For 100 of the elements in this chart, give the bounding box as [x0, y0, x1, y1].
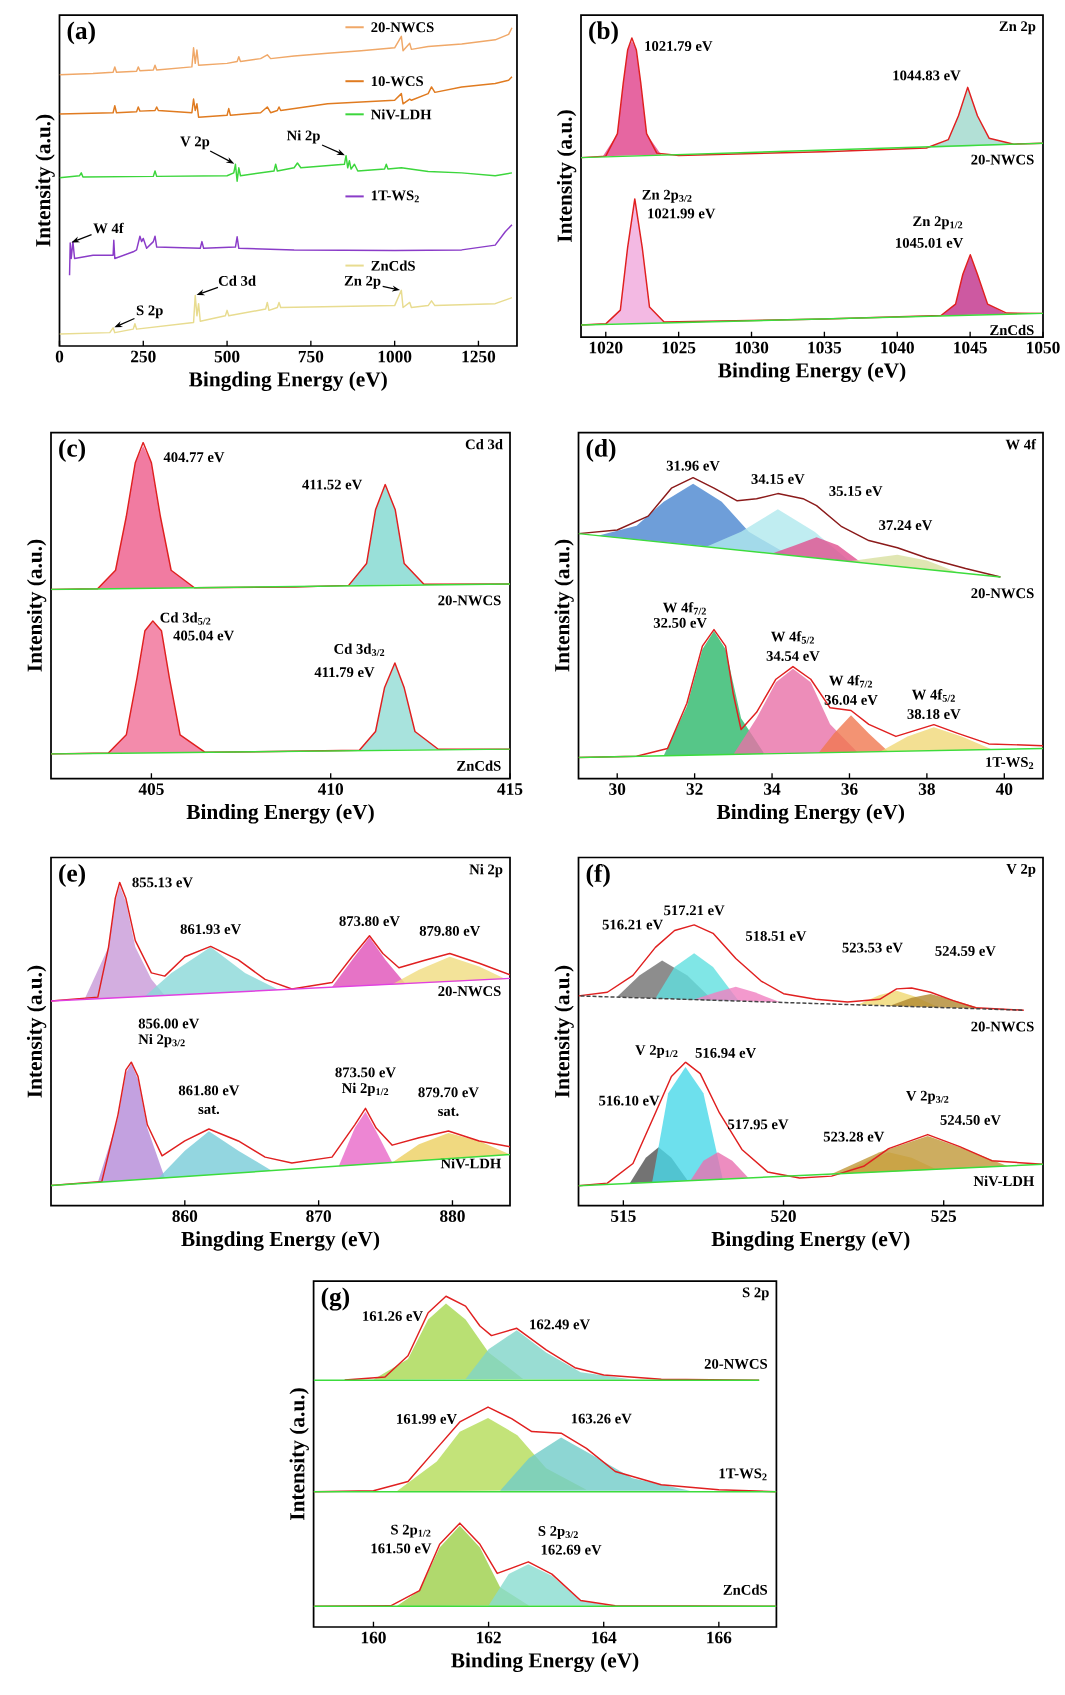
- annotation: 873.80 eV: [339, 916, 400, 927]
- annotation: Ni 2p: [287, 130, 320, 144]
- annotation: 36.04 eV: [824, 694, 878, 705]
- y-axis-title: Intensity (a.u.): [554, 539, 574, 672]
- series-label: 20-NWCS: [971, 154, 1034, 165]
- annotation: sat.: [438, 1107, 459, 1117]
- annotation: 31.96 eV: [666, 460, 720, 471]
- chart-title: (g): [321, 1287, 350, 1311]
- x-tick-label: 1035: [808, 341, 842, 354]
- x-tick-label: 1000: [378, 350, 412, 363]
- annotation: 879.80 eV: [419, 925, 481, 936]
- annotation: V 2p$_{1/2}$: [635, 1045, 678, 1058]
- text: W 4f: [1005, 438, 1037, 450]
- series-label: 1T-WS$_{2}$: [986, 757, 1034, 769]
- chart-title: (e): [59, 863, 86, 887]
- annotation: 34.54 eV: [766, 651, 820, 661]
- x-tick-label: 405: [138, 783, 164, 795]
- annotation: Cd 3d: [218, 275, 256, 286]
- x-tick-label: 1020: [589, 341, 623, 354]
- x-tick-label: 36: [841, 783, 858, 795]
- series-label: 1T-WS$_{2}$: [719, 1468, 767, 1481]
- annotation: 161.50 eV: [371, 1543, 432, 1554]
- x-tick-label: 40: [995, 783, 1013, 795]
- x-tick-label: 525: [931, 1210, 957, 1222]
- annotation: 411.79 eV: [314, 667, 375, 678]
- series-label: NiV-LDH: [973, 1175, 1035, 1187]
- series-label: 20-NWCS: [438, 595, 501, 606]
- x-tick-label: 860: [172, 1210, 198, 1222]
- annotation: 161.26 eV: [363, 1311, 423, 1322]
- y-axis-title: Intensity (a.u.): [556, 110, 577, 242]
- annotation: 38.18 eV: [907, 709, 961, 720]
- y-axis-title: Intensity (a.u.): [554, 965, 574, 1098]
- annotation: 1044.83 eV: [893, 70, 961, 81]
- x-tick-label: 750: [298, 350, 324, 363]
- x-tick-label: 1050: [1027, 341, 1060, 354]
- x-tick-label: 32: [686, 783, 703, 795]
- x-tick-label: 870: [306, 1210, 332, 1222]
- annotation: 34.15 eV: [751, 474, 805, 484]
- annotation: 1045.01 eV: [896, 237, 964, 248]
- x-tick-label: 500: [214, 350, 240, 363]
- y-axis-title: Intensity (a.u.): [289, 1388, 309, 1520]
- legend-label: NiV-LDH: [371, 109, 432, 120]
- series-label: 20-NWCS: [438, 986, 501, 997]
- annotation: 873.50 eV: [335, 1067, 396, 1078]
- x-tick-label: 166: [707, 1631, 732, 1644]
- chart-title: (d): [586, 438, 616, 462]
- annotation: 517.95 eV: [728, 1119, 789, 1130]
- x-tick-label: 515: [611, 1210, 636, 1222]
- annotation: 516.21 eV: [602, 919, 664, 930]
- series-label: ZnCdS: [723, 1584, 768, 1595]
- annotation: 32.50 eV: [653, 617, 707, 628]
- annotation: 861.93 eV: [180, 924, 242, 935]
- annotation: Cd 3d$_{5/2}$: [160, 612, 211, 625]
- annotation: V 2p: [180, 136, 210, 150]
- chart-title: (b): [589, 21, 618, 45]
- annotation: Cd 3d: [465, 438, 503, 450]
- annotation: W 4f$_{7/2}$: [829, 674, 873, 688]
- annotation: 162.49 eV: [530, 1319, 591, 1330]
- legend-label: ZnCdS: [371, 260, 416, 271]
- x-tick-label: 1025: [662, 341, 696, 354]
- annotation: 517.21 eV: [664, 905, 725, 916]
- annotation: W 4f$_{5/2}$: [912, 689, 956, 702]
- series-label: NiV-LDH: [440, 1158, 502, 1169]
- x-axis-title: Bingding Energy (eV): [711, 1231, 910, 1251]
- annotation: 516.10 eV: [599, 1095, 660, 1106]
- annotation: W 4f$_{7/2}$: [663, 602, 707, 615]
- annotation: 523.28 eV: [823, 1131, 885, 1142]
- y-axis-title: Intensity (a.u.): [26, 965, 47, 1098]
- annotation: Cd 3d$_{3/2}$: [334, 643, 385, 657]
- annotation: 1021.79 eV: [645, 41, 713, 52]
- x-tick-label: 160: [361, 1631, 386, 1644]
- x-tick-label: 1250: [462, 350, 496, 363]
- series-label: ZnCdS: [457, 760, 501, 771]
- annotation: Zn 2p: [344, 275, 381, 289]
- annotation: Ni 2p$_{1/2}$: [342, 1082, 389, 1097]
- annotation: 1021.99 eV: [648, 208, 716, 219]
- x-tick-label: 38: [918, 783, 936, 795]
- x-tick-label: 1030: [735, 341, 769, 354]
- annotation: 855.13 eV: [132, 877, 193, 888]
- annotation: 523.53 eV: [842, 942, 903, 953]
- annotation: 405.04 eV: [173, 630, 235, 641]
- annotation: S 2p$_{3/2}$: [538, 1526, 578, 1539]
- annotation: 404.77 eV: [163, 452, 225, 463]
- annotation: 411.52 eV: [302, 479, 363, 490]
- x-tick-label: 162: [477, 1631, 501, 1644]
- chart-title: (a): [67, 21, 96, 45]
- series-label: 20-NWCS: [704, 1358, 768, 1369]
- legend-label: 1T-WS$_{2}$: [372, 190, 419, 203]
- annotation: 163.26 eV: [572, 1413, 632, 1424]
- annotation: 524.59 eV: [935, 946, 996, 956]
- chart-title: (f): [586, 863, 610, 888]
- x-axis-title: Binding Energy (eV): [718, 362, 906, 383]
- chart-title: (c): [59, 438, 86, 462]
- series-label: 20-NWCS: [971, 1021, 1034, 1032]
- x-axis-title: Binding Energy (eV): [717, 804, 905, 824]
- annotation: sat.: [198, 1105, 220, 1115]
- legend-label: 10-WCS: [372, 76, 424, 87]
- x-tick-label: 1040: [881, 341, 915, 354]
- x-axis-title: Binding Energy (eV): [451, 1652, 639, 1673]
- annotation: 856.00 eV: [138, 1018, 200, 1029]
